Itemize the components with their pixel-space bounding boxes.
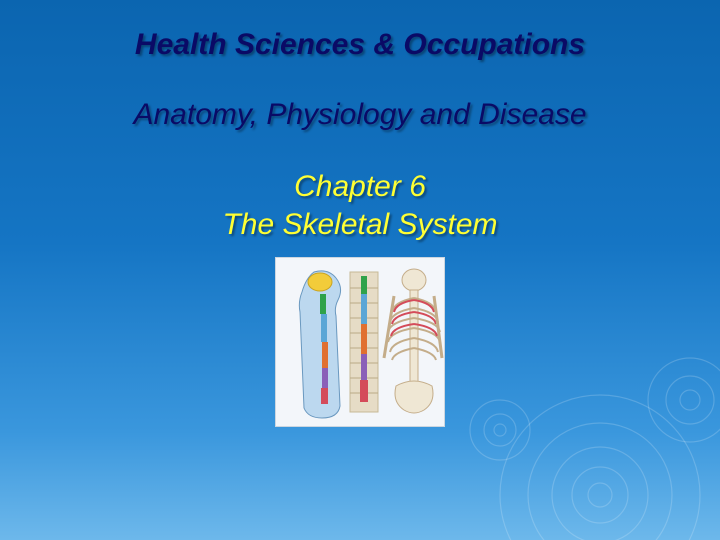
slide-subtitle: Anatomy, Physiology and Disease (0, 98, 720, 132)
chapter-number: Chapter 6 (0, 168, 720, 206)
ripple-decoration (400, 300, 720, 540)
chapter-label: Chapter 6 The Skeletal System (0, 168, 720, 243)
anatomy-illustration (275, 257, 445, 427)
chapter-title: The Skeletal System (0, 206, 720, 244)
skeletal-diagram-icon (276, 258, 445, 427)
slide-title: Health Sciences & Occupations (0, 28, 720, 62)
slide: Health Sciences & Occupations Anatomy, P… (0, 0, 720, 540)
